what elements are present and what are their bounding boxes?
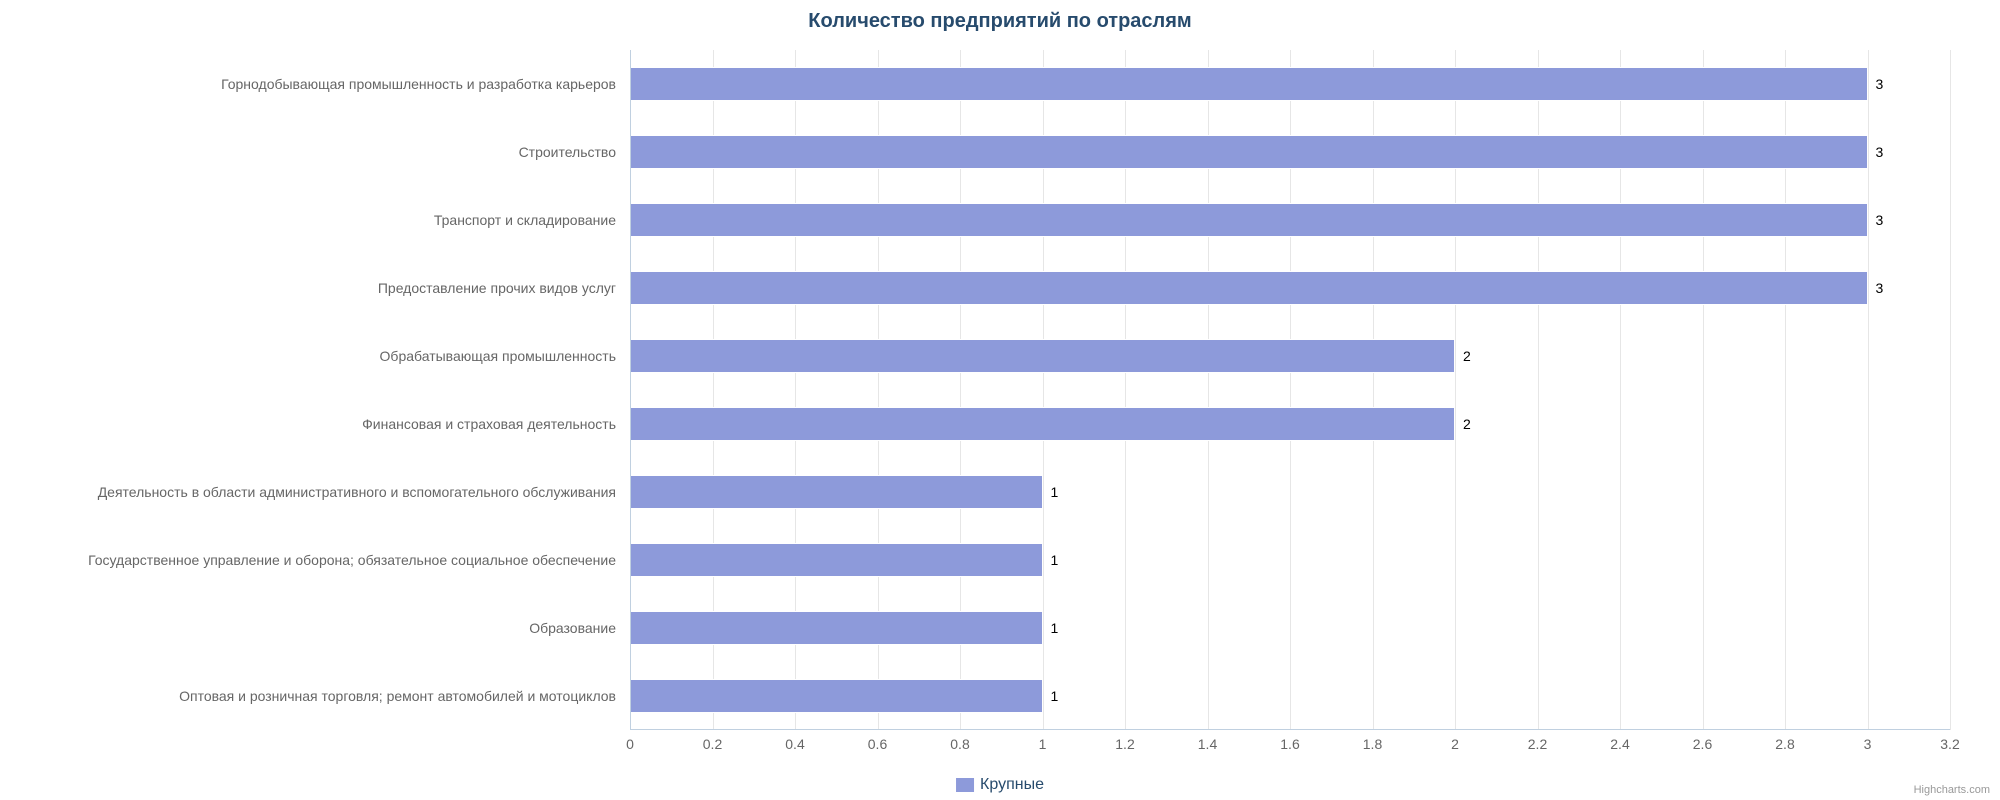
bar-value-label: 1 [1051, 688, 1059, 704]
legend[interactable]: Крупные [956, 776, 1044, 794]
y-category-label: Образование [6, 620, 616, 636]
x-tick-label: 2.8 [1775, 736, 1794, 752]
bar-value-label: 3 [1876, 76, 1884, 92]
bar-value-label: 3 [1876, 280, 1884, 296]
y-category-label: Оптовая и розничная торговля; ремонт авт… [6, 688, 616, 704]
bar[interactable]: 1 [630, 543, 1043, 577]
chart-container: Количество предприятий по отраслям 0 0.2 0… [0, 0, 2000, 800]
bar[interactable]: 3 [630, 203, 1868, 237]
bar-value-label: 3 [1876, 212, 1884, 228]
bar[interactable]: 1 [630, 679, 1043, 713]
bar-value-label: 2 [1463, 348, 1471, 364]
bar[interactable]: 3 [630, 67, 1868, 101]
bar-value-label: 3 [1876, 144, 1884, 160]
x-tick-label: 1.8 [1363, 736, 1382, 752]
y-category-label: Обрабатывающая промышленность [6, 348, 616, 364]
x-tick-label: 0.8 [950, 736, 969, 752]
y-category-label: Транспорт и складирование [6, 212, 616, 228]
x-tick-label: 0.4 [785, 736, 804, 752]
legend-swatch [956, 778, 974, 792]
x-tick-label: 2.6 [1693, 736, 1712, 752]
bar-value-label: 1 [1051, 552, 1059, 568]
bar[interactable]: 1 [630, 611, 1043, 645]
bar-value-label: 1 [1051, 484, 1059, 500]
x-tick-label: 2.2 [1528, 736, 1547, 752]
x-tick-label: 2 [1451, 736, 1459, 752]
y-category-label: Государственное управление и оборона; об… [6, 552, 616, 568]
x-tick-label: 0.2 [703, 736, 722, 752]
x-tick-label: 1.6 [1280, 736, 1299, 752]
y-category-label: Предоставление прочих видов услуг [6, 280, 616, 296]
y-category-label: Финансовая и страховая деятельность [6, 416, 616, 432]
y-axis-line [630, 50, 631, 730]
x-tick-label: 1 [1039, 736, 1047, 752]
bar[interactable]: 1 [630, 475, 1043, 509]
x-tick-label: 3 [1864, 736, 1872, 752]
y-category-label: Горнодобывающая промышленность и разрабо… [6, 76, 616, 92]
chart-title: Количество предприятий по отраслям [0, 0, 2000, 33]
plot-area: 00.20.40.60.811.21.41.61.822.22.42.62.83… [630, 50, 1950, 730]
grid-line [1950, 50, 1951, 730]
grid-line [1868, 50, 1869, 730]
bar[interactable]: 2 [630, 407, 1455, 441]
x-tick-label: 3.2 [1940, 736, 1959, 752]
x-tick-label: 1.4 [1198, 736, 1217, 752]
x-tick-label: 0 [626, 736, 634, 752]
x-tick-label: 1.2 [1115, 736, 1134, 752]
x-axis-line [630, 729, 1950, 730]
x-tick-label: 0.6 [868, 736, 887, 752]
legend-label: Крупные [980, 776, 1044, 794]
bar[interactable]: 3 [630, 135, 1868, 169]
bar-value-label: 1 [1051, 620, 1059, 636]
bar[interactable]: 2 [630, 339, 1455, 373]
x-tick-label: 2.4 [1610, 736, 1629, 752]
bar-value-label: 2 [1463, 416, 1471, 432]
bar[interactable]: 3 [630, 271, 1868, 305]
y-category-label: Деятельность в области административного… [6, 484, 616, 500]
credits-link[interactable]: Highcharts.com [1914, 784, 1990, 796]
y-category-label: Строительство [6, 144, 616, 160]
